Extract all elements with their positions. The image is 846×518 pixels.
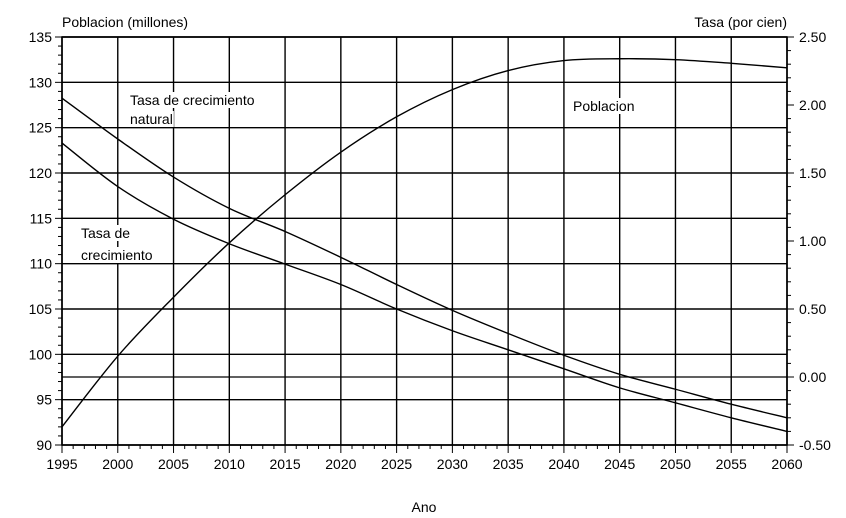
- y-left-tick-label: 100: [29, 346, 53, 362]
- y-right-tick-label: 1.50: [799, 165, 826, 181]
- annotation-background: [129, 92, 256, 108]
- x-tick-label: 2010: [214, 456, 245, 472]
- y-left-tick-label: 110: [30, 256, 53, 272]
- y-left-tick-label: 120: [29, 165, 53, 181]
- y-right-tick-label: 0.50: [799, 301, 826, 317]
- x-tick-label: 2035: [493, 456, 524, 472]
- y-left-tick-label: 135: [29, 29, 53, 45]
- annotation-tasa-crecimiento-natural: natural: [130, 111, 173, 127]
- annotation-tasa-crecimiento-natural: Tasa de crecimiento: [130, 92, 255, 108]
- x-tick-label: 2045: [604, 456, 635, 472]
- annotation-background: [129, 111, 174, 127]
- y-right-tick-label: -0.50: [799, 437, 831, 453]
- y-right-tick-label: 2.00: [799, 97, 826, 113]
- x-tick-label: 2040: [548, 456, 579, 472]
- x-axis-title: Ano: [412, 499, 437, 515]
- series-line-tasa-crecimiento: [61, 142, 788, 433]
- series-line-poblacion: [61, 58, 788, 428]
- x-tick-label: 2050: [660, 456, 691, 472]
- labels: 1995 2000 2005 2010 2015 2020 2025 2030 2035 2040…: [29, 14, 831, 515]
- axes: [55, 36, 794, 453]
- x-tick-label: 2055: [716, 456, 747, 472]
- annotation-poblacion: Poblacion: [573, 98, 635, 114]
- y-right-axis-title: Tasa (por cien): [694, 14, 787, 30]
- y-right-tick-label: 2.50: [799, 29, 826, 45]
- y-right-tick-label: 1.00: [799, 233, 826, 249]
- x-tick-label: 2000: [102, 456, 133, 472]
- y-left-tick-label: 130: [29, 74, 53, 90]
- y-left-tick-label: 105: [29, 301, 53, 317]
- annotation-tasa-crecimiento: Tasa de: [81, 225, 130, 241]
- y-left-tick-label: 95: [36, 392, 52, 408]
- x-tick-label: 2005: [158, 456, 189, 472]
- annotation-background: [572, 98, 636, 114]
- y-right-tick-label: 0.00: [799, 369, 826, 385]
- x-tick-label: 2030: [437, 456, 468, 472]
- y-left-tick-label: 125: [29, 120, 53, 136]
- x-tick-label: 2025: [381, 456, 412, 472]
- series-group: [61, 58, 788, 433]
- x-tick-label: 2060: [771, 456, 802, 472]
- y-left-tick-label: 90: [36, 437, 52, 453]
- x-tick-label: 1995: [46, 456, 77, 472]
- series-line-tasa-natural: [61, 97, 788, 419]
- y-left-axis-title: Poblacion (millones): [62, 14, 188, 30]
- y-left-tick-label: 115: [30, 210, 53, 226]
- x-tick-label: 2015: [269, 456, 300, 472]
- annotation-background: [80, 247, 154, 263]
- x-tick-label: 2020: [325, 456, 356, 472]
- annotation-tasa-crecimiento: crecimiento: [81, 247, 153, 263]
- annotation-background: [80, 225, 132, 241]
